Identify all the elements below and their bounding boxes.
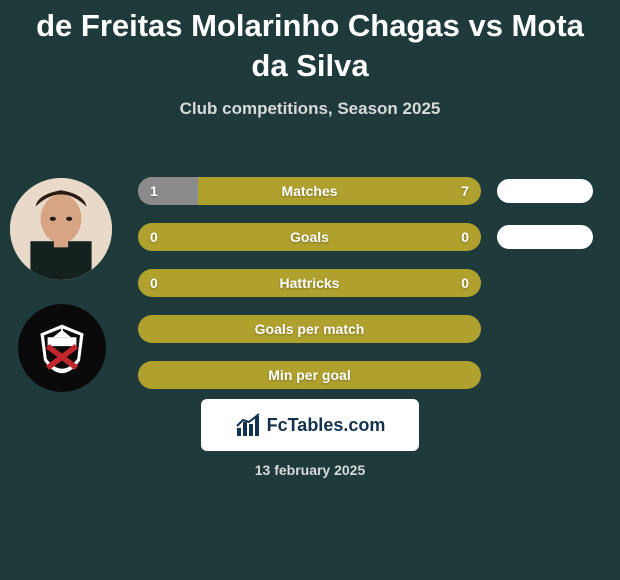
stat-value-right: 0 — [461, 229, 469, 245]
date-label: 13 february 2025 — [0, 462, 620, 478]
stat-pill-right — [497, 179, 593, 203]
stat-label: Goals — [290, 229, 329, 245]
stat-label: Matches — [281, 183, 337, 199]
stat-row: Goals per match — [138, 315, 481, 343]
fctables-badge: FcTables.com — [201, 399, 419, 451]
stat-value-left: 0 — [150, 275, 158, 291]
page-title: de Freitas Molarinho Chagas vs Mota da S… — [0, 0, 620, 87]
stat-label: Min per goal — [268, 367, 350, 383]
fctables-label: FcTables.com — [267, 415, 386, 436]
stat-row: 0 0 Hattricks — [138, 269, 481, 297]
subtitle: Club competitions, Season 2025 — [0, 99, 620, 119]
player-avatar-left — [10, 178, 112, 280]
stat-pill-right — [497, 225, 593, 249]
fctables-icon — [235, 412, 261, 438]
club-badge-left — [18, 304, 106, 392]
stat-row: 1 7 Matches — [138, 177, 481, 205]
stat-value-left: 1 — [150, 183, 158, 199]
stat-label: Goals per match — [255, 321, 365, 337]
stat-fill-left — [138, 177, 198, 205]
stat-row: Min per goal — [138, 361, 481, 389]
stat-row: 0 0 Goals — [138, 223, 481, 251]
stat-label: Hattricks — [280, 275, 340, 291]
stat-value-right: 0 — [461, 275, 469, 291]
stat-value-left: 0 — [150, 229, 158, 245]
stat-value-right: 7 — [461, 183, 469, 199]
